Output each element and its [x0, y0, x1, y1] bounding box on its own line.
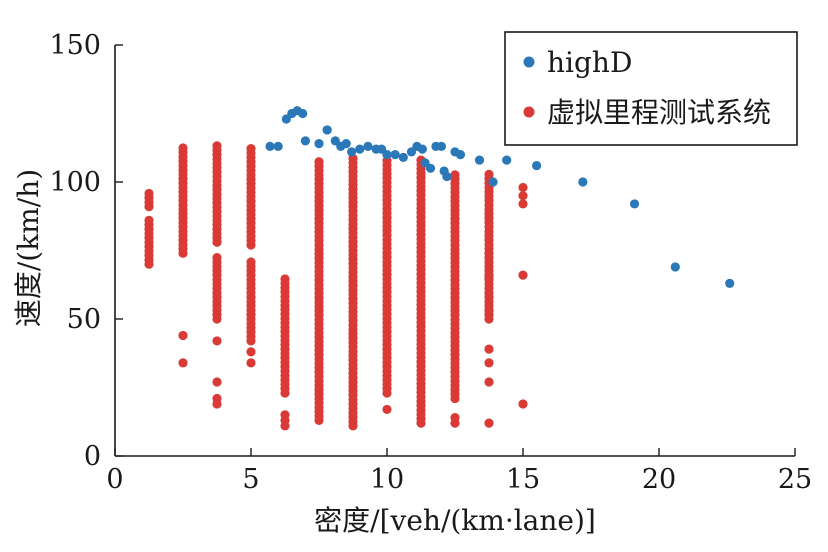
virtual-mileage-point: [382, 404, 392, 415]
highd-point: [300, 136, 310, 146]
highd-point: [488, 177, 498, 187]
virtual-mileage-point: [518, 191, 528, 201]
plot-frame: [114, 45, 795, 457]
virtual-mileage-point: [484, 306, 494, 316]
x-tick-label: 15: [506, 464, 540, 495]
virtual-mileage-point: [484, 377, 494, 387]
highd-point: [347, 147, 357, 157]
virtual-mileage-point: [246, 358, 256, 368]
virtual-mileage-point: [314, 157, 324, 167]
y-tick-label: 100: [49, 167, 101, 198]
y-axis-ticks: 0 50 100 150: [49, 30, 123, 472]
y-axis-label: 速度/(km/h): [12, 169, 45, 327]
virtual-mileage-point: [484, 418, 494, 428]
virtual-mileage-point: [484, 169, 494, 179]
y-tick-label: 150: [49, 30, 101, 61]
x-axis-label: 密度/[veh/(km·lane)]: [314, 504, 596, 537]
virtual-mileage-point: [178, 358, 188, 368]
virtual-mileage-point: [144, 215, 154, 225]
virtual-mileage-point: [246, 143, 256, 154]
highd-point: [532, 160, 542, 171]
x-tick-label: 5: [242, 464, 259, 495]
legend-box: [504, 31, 798, 146]
virtual-mileage-point: [212, 393, 222, 404]
y-tick-label: 0: [84, 441, 101, 472]
virtual-mileage-point: [178, 143, 188, 153]
virtual-mileage-point: [450, 413, 460, 423]
x-tick-label: 20: [642, 464, 676, 495]
highd-point: [341, 139, 351, 149]
virtual-mileage-point: [178, 330, 188, 341]
highd-point: [355, 144, 365, 154]
highd-point: [629, 199, 640, 209]
x-tick-label: 25: [778, 464, 812, 495]
highd-point: [398, 152, 408, 162]
virtual-mileage-point: [280, 274, 290, 284]
legend-marker-highd: [523, 56, 535, 68]
virtual-mileage-point: [212, 377, 222, 387]
highd-point: [436, 141, 446, 151]
virtual-mileage-point: [518, 270, 528, 280]
highd-point: [322, 125, 332, 135]
highd-point: [474, 155, 485, 165]
highd-point: [670, 262, 680, 272]
legend: highD 虚拟里程测试系统: [504, 31, 798, 146]
virtual-mileage-point: [280, 410, 290, 420]
virtual-mileage-point: [246, 257, 256, 267]
series-highd-points: [265, 106, 735, 288]
legend-marker-virtual-mileage: [523, 106, 535, 118]
x-tick-label: 0: [106, 464, 123, 495]
virtual-mileage-point: [518, 182, 528, 193]
highd-point: [417, 144, 427, 154]
highd-point: [502, 155, 512, 165]
highd-point: [298, 108, 308, 119]
highd-point: [273, 141, 283, 151]
highd-point: [390, 150, 400, 160]
highd-point: [425, 163, 436, 173]
highd-point: [442, 171, 452, 182]
y-tick-label: 50: [67, 304, 101, 335]
virtual-mileage-point: [450, 170, 460, 180]
virtual-mileage-point: [212, 336, 222, 346]
virtual-mileage-point: [484, 273, 494, 283]
highd-point: [363, 141, 373, 151]
x-axis-ticks: 0 5 10 15 20 25: [106, 448, 812, 495]
virtual-mileage-point: [518, 199, 528, 209]
virtual-mileage-point: [518, 399, 528, 409]
x-tick-label: 10: [370, 464, 404, 495]
highd-point: [314, 139, 324, 149]
highd-point: [578, 177, 588, 187]
highd-point: [455, 150, 466, 160]
virtual-mileage-point: [144, 188, 154, 199]
legend-label-highd: highD: [547, 46, 632, 79]
virtual-mileage-point: [484, 358, 494, 368]
highd-point: [382, 150, 392, 160]
legend-label-virtual-mileage: 虚拟里程测试系统: [547, 96, 771, 129]
virtual-mileage-point: [246, 347, 256, 357]
highd-point: [725, 278, 735, 288]
virtual-mileage-point: [212, 253, 222, 263]
virtual-mileage-point: [212, 141, 222, 151]
series-virtual-mileage-points: [144, 141, 528, 431]
highd-point: [265, 141, 275, 151]
virtual-mileage-point: [484, 344, 494, 354]
